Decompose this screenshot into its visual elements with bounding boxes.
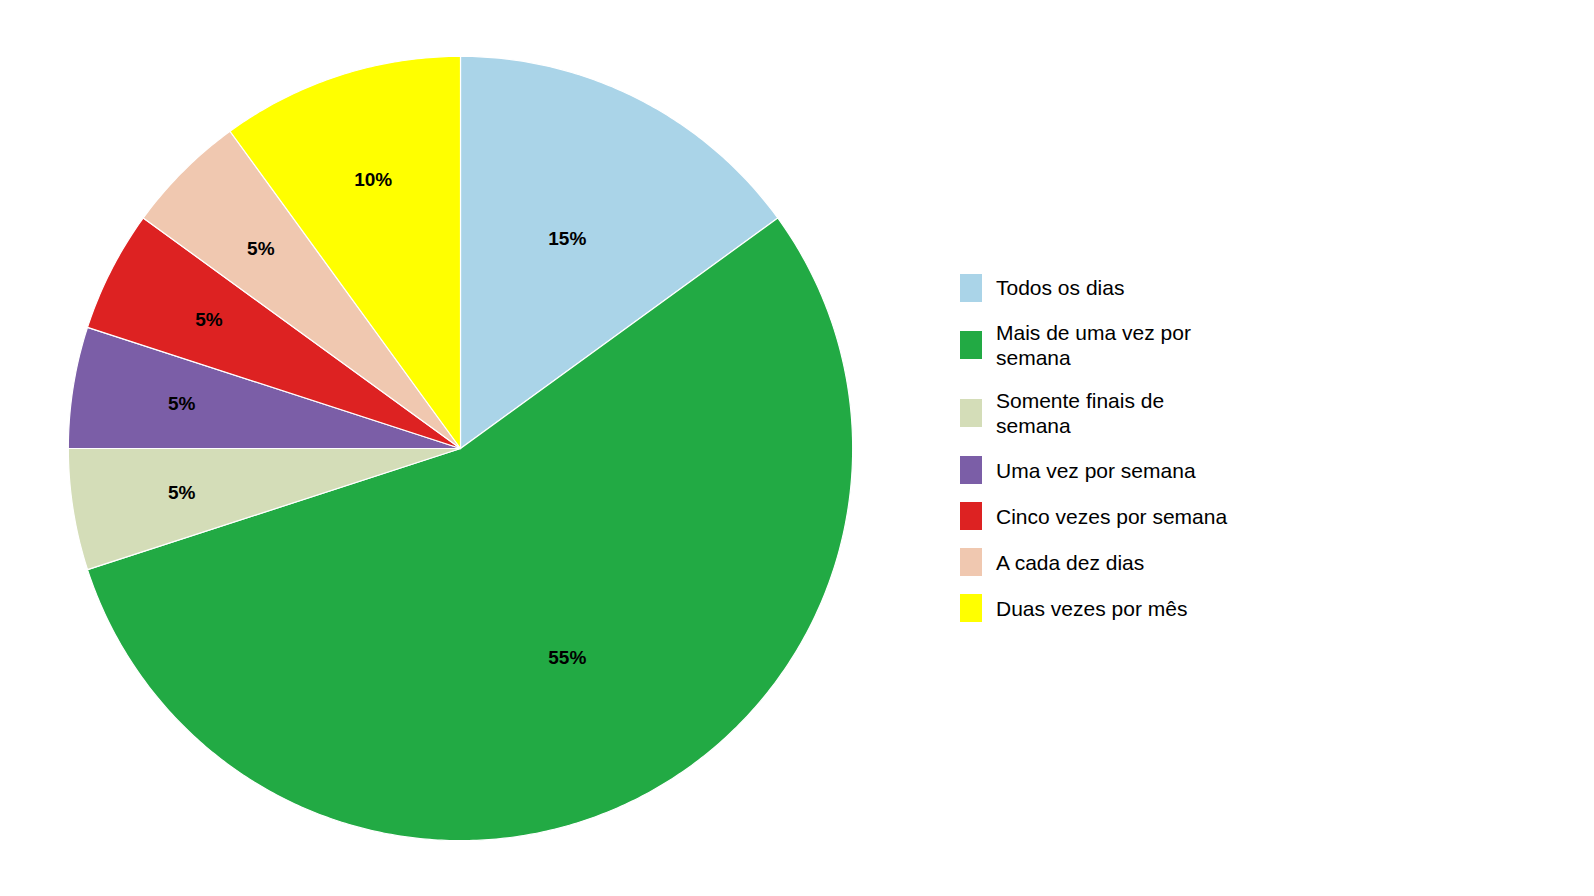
svg-text:55%: 55% — [548, 647, 586, 668]
svg-text:5%: 5% — [247, 238, 275, 259]
html-text:Cinco vezes por semana: Cinco vezes por semana — [996, 504, 1228, 528]
html-text:Uma vez por semana: Uma vez por semana — [996, 458, 1196, 482]
svg-text:10%: 10% — [354, 169, 392, 190]
svg-text:5%: 5% — [195, 309, 223, 330]
html-text:A cada dez dias: A cada dez dias — [996, 550, 1145, 574]
html-text:Duas vezes por mês: Duas vezes por mês — [996, 596, 1188, 620]
html-text:Mais de uma vez por semana: Mais de uma vez por semana — [996, 320, 1191, 369]
html-text:Somente finais de semana: Somente finais de semana — [996, 389, 1165, 438]
svg-text:5%: 5% — [168, 393, 196, 414]
svg-text:15%: 15% — [548, 228, 586, 249]
svg-text:5%: 5% — [168, 482, 196, 503]
html-text:Todos os dias: Todos os dias — [996, 276, 1125, 299]
